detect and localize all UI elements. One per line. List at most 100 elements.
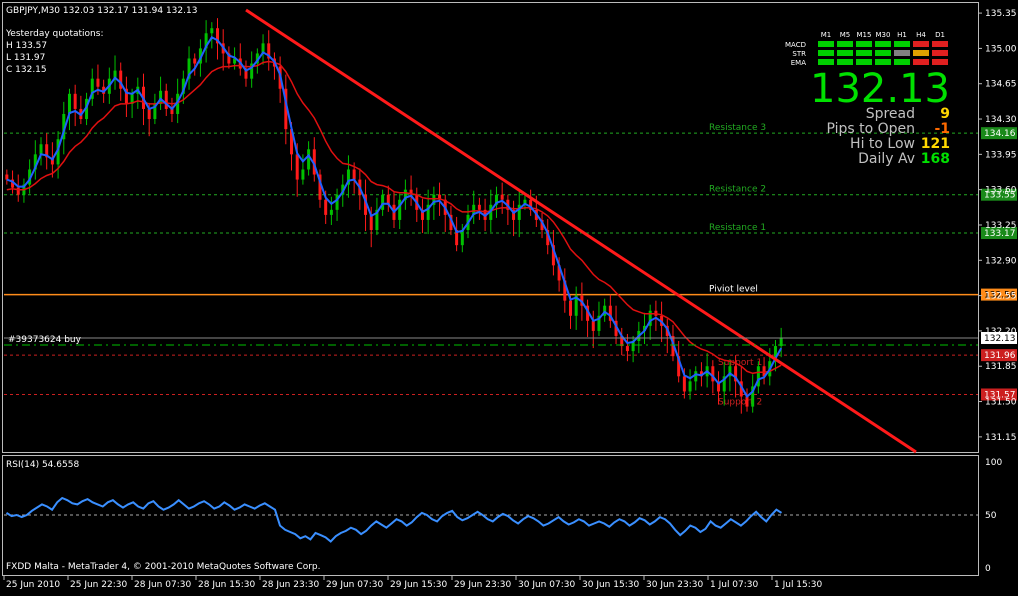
- candle-body: [517, 204, 521, 220]
- candle-body: [734, 366, 738, 382]
- level-price-tag-text: 131.96: [984, 351, 1016, 361]
- candle-body: [643, 325, 647, 331]
- bid-price-tag: [981, 331, 1017, 344]
- trendline[interactable]: [245, 8, 917, 454]
- candle-body: [699, 371, 703, 377]
- rsi-tick-label: 50: [985, 511, 997, 521]
- timeframe-label: M15: [857, 31, 872, 39]
- candle-body: [540, 219, 544, 231]
- candle-body: [472, 204, 476, 215]
- candle-body: [751, 386, 755, 407]
- signal-cell: [875, 41, 891, 47]
- candle-body: [204, 33, 208, 49]
- price-tick-label: 135.00: [985, 44, 1017, 54]
- time-tick-label: 29 Jun 23:30: [454, 580, 511, 590]
- time-tick-label: 30 Jun 15:30: [582, 580, 639, 590]
- candle-body: [762, 366, 766, 377]
- current-price: 132.13: [810, 66, 950, 112]
- candle-body: [432, 194, 436, 205]
- candle-body: [233, 58, 237, 64]
- candle-body: [523, 199, 527, 205]
- candle-body: [307, 149, 311, 170]
- candle-body: [90, 78, 94, 99]
- candle-body: [216, 28, 220, 44]
- signal-cell: [837, 59, 853, 65]
- candle-body: [449, 214, 453, 231]
- candle-body: [631, 341, 635, 352]
- signal-cell: [913, 59, 929, 65]
- level-price-tag: [981, 127, 1017, 140]
- order-line[interactable]: #39373624 buy 132.13: [4, 331, 1017, 346]
- signal-cell: [856, 41, 872, 47]
- price-tick-label: 132.90: [985, 256, 1017, 266]
- copyright-text: FXDD Malta - MetaTrader 4, © 2001-2010 M…: [6, 562, 321, 572]
- candle-body: [694, 371, 698, 382]
- stat-value: -1: [934, 121, 950, 137]
- candle-body: [551, 245, 555, 266]
- candle-body: [398, 199, 402, 220]
- signal-cell: [932, 50, 948, 56]
- rsi-tick-label: 0: [985, 564, 991, 574]
- candle-body: [295, 154, 299, 180]
- level-price-tag-text: 134.16: [984, 129, 1016, 139]
- stat-label: Daily Av: [858, 151, 915, 167]
- candle-body: [426, 204, 430, 220]
- candle-body: [124, 88, 128, 104]
- level-price-tag: [981, 349, 1017, 362]
- level-price-tag-text: 131.57: [984, 390, 1016, 400]
- candle-body: [586, 305, 590, 321]
- candle-body: [130, 93, 134, 104]
- signal-cell: [818, 50, 834, 56]
- stat-label: Pips to Open: [826, 121, 915, 137]
- candle-body: [85, 98, 89, 120]
- candle-body: [5, 174, 9, 180]
- candle-body: [113, 70, 117, 79]
- stat-label: Spread: [866, 106, 915, 122]
- candle-body: [244, 68, 248, 79]
- candle-body: [677, 356, 681, 377]
- level-price-tag: [981, 227, 1017, 240]
- indicator-row-label: STR: [792, 50, 806, 58]
- time-tick-label: 30 Jun 23:30: [646, 580, 703, 590]
- timeframe-label: H1: [897, 31, 907, 39]
- candle-body: [608, 305, 612, 321]
- candle-body: [745, 396, 749, 407]
- candle-body: [614, 320, 618, 336]
- candle-body: [159, 90, 163, 104]
- candle-body: [33, 154, 37, 170]
- yesterday-low: L 131.97: [6, 53, 45, 63]
- candle-body: [290, 129, 294, 155]
- signal-cell: [913, 41, 929, 47]
- time-tick-label: 1 Jul 07:30: [710, 580, 759, 590]
- candle-body: [557, 265, 561, 281]
- time-tick-label: 29 Jun 15:30: [390, 580, 447, 590]
- timeframe-label: M30: [876, 31, 891, 39]
- candle-body: [198, 48, 202, 64]
- time-tick-label: 29 Jun 07:30: [326, 580, 383, 590]
- stat-value: 9: [940, 106, 950, 122]
- signal-cell: [856, 59, 872, 65]
- candle-body: [728, 366, 732, 377]
- price-tick-label: 133.25: [985, 221, 1017, 231]
- candle-body: [455, 230, 459, 246]
- level-label: Support 2: [718, 397, 762, 407]
- candle-body: [512, 209, 516, 220]
- candle-body: [102, 86, 106, 94]
- candle-body: [420, 209, 424, 220]
- candle-body: [45, 144, 49, 158]
- candle-body: [301, 169, 305, 180]
- candle-body: [671, 335, 675, 357]
- candle-body: [364, 194, 368, 215]
- rsi-label: RSI(14) 54.6558: [6, 460, 79, 470]
- stat-value: 168: [921, 151, 950, 167]
- price-tick-label: 133.95: [985, 150, 1017, 160]
- level-price-tag: [981, 288, 1017, 301]
- signal-cell: [894, 50, 910, 56]
- candle-body: [335, 194, 339, 210]
- candle-body: [739, 381, 743, 397]
- signal-cell: [856, 50, 872, 56]
- yesterday-high: H 133.57: [6, 41, 47, 51]
- candle-body: [267, 43, 271, 59]
- candle-body: [346, 169, 350, 185]
